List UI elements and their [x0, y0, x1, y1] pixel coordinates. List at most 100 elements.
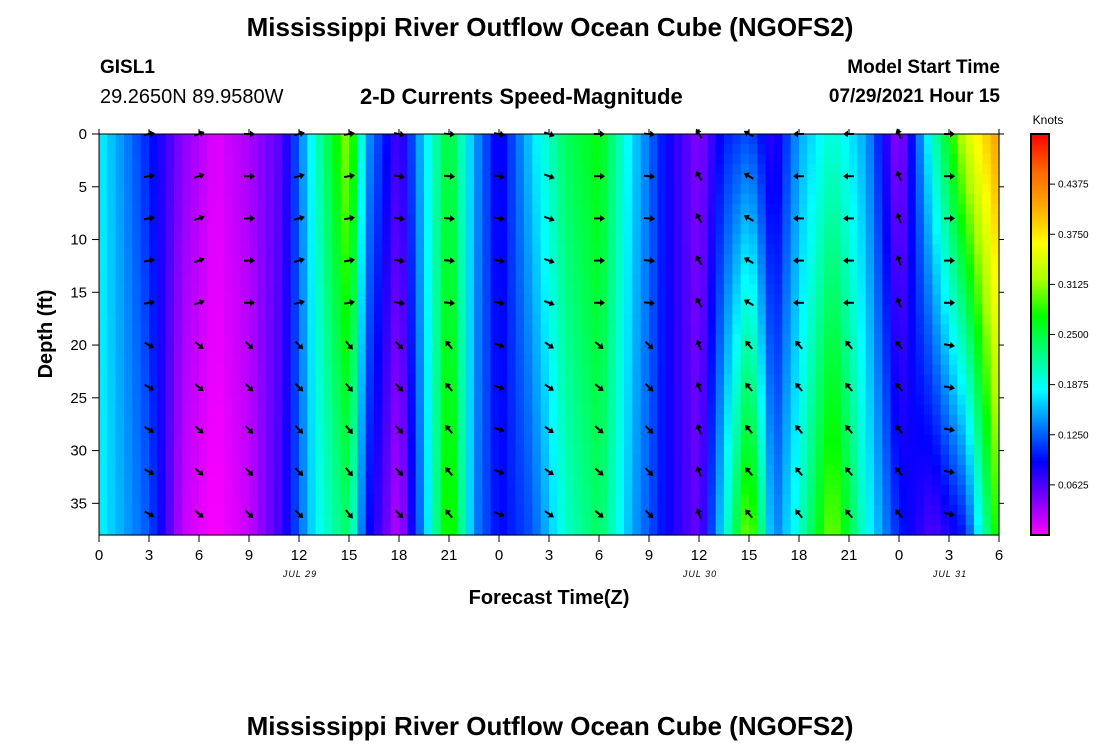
heatmap-cell	[582, 254, 592, 265]
heatmap-cell	[707, 204, 717, 215]
heatmap-cell	[799, 284, 808, 296]
current-arrow	[895, 254, 902, 266]
heatmap-cell	[182, 214, 192, 225]
heatmap-cell	[590, 384, 600, 396]
heatmap-cell	[899, 294, 908, 306]
heatmap-cell	[199, 134, 208, 145]
heatmap-cell	[440, 424, 450, 436]
heatmap-cell	[815, 184, 825, 195]
heatmap-cell	[324, 464, 333, 476]
heatmap-cell	[724, 204, 733, 215]
heatmap-cell	[590, 144, 600, 155]
heatmap-cell	[249, 354, 258, 366]
heatmap-cell	[649, 204, 658, 215]
heatmap-cell	[949, 234, 958, 245]
heatmap-cell	[399, 314, 408, 326]
heatmap-cell	[499, 244, 508, 255]
heatmap-cell	[215, 374, 225, 386]
heatmap-cell	[274, 444, 283, 456]
heatmap-cell	[615, 424, 625, 436]
heatmap-cell	[282, 424, 292, 436]
heatmap-cell	[907, 454, 917, 466]
current-arrow	[695, 297, 703, 308]
heatmap-cell	[699, 354, 708, 366]
heatmap-cell	[274, 264, 283, 275]
current-arrow	[144, 383, 155, 391]
heatmap-cell	[932, 444, 942, 456]
heatmap-cell	[574, 414, 583, 426]
heatmap-cell	[790, 154, 800, 165]
heatmap-cell	[665, 154, 675, 165]
heatmap-cell	[357, 384, 367, 396]
heatmap-cell	[232, 504, 242, 516]
heatmap-cell	[824, 184, 833, 195]
heatmap-cell	[332, 394, 342, 406]
heatmap-cell	[315, 434, 325, 446]
heatmap-cell	[132, 244, 142, 255]
heatmap-cell	[124, 334, 133, 346]
heatmap-cell	[699, 334, 708, 346]
heatmap-cell	[149, 494, 158, 506]
heatmap-cell	[690, 254, 700, 265]
heatmap-cell	[465, 374, 475, 386]
heatmap-cell	[940, 264, 950, 275]
heatmap-cell	[624, 374, 633, 386]
heatmap-cell	[865, 484, 875, 496]
heatmap-cell	[349, 394, 358, 406]
heatmap-cell	[807, 524, 817, 536]
heatmap-cell	[282, 244, 292, 255]
heatmap-cell	[165, 284, 175, 296]
heatmap-cell	[849, 174, 858, 185]
current-arrow	[443, 172, 455, 180]
heatmap-cell	[940, 164, 950, 175]
heatmap-cell	[732, 424, 742, 436]
heatmap-cell	[349, 214, 358, 225]
current-arrow	[394, 383, 404, 392]
heatmap-cell	[940, 484, 950, 496]
heatmap-cell	[707, 284, 717, 296]
heatmap-cell	[690, 514, 700, 526]
heatmap-cell	[965, 474, 975, 486]
heatmap-cell	[957, 294, 967, 306]
heatmap-cell	[265, 204, 275, 215]
heatmap-cell	[349, 204, 358, 215]
heatmap-cell	[382, 394, 392, 406]
heatmap-cell	[532, 444, 542, 456]
heatmap-cell	[365, 264, 375, 275]
heatmap-cell	[107, 424, 117, 436]
heatmap-cell	[215, 394, 225, 406]
heatmap-cell	[657, 474, 667, 486]
heatmap-cell	[482, 144, 492, 155]
heatmap-cell	[490, 514, 500, 526]
heatmap-cell	[957, 504, 967, 516]
heatmap-cell	[457, 344, 467, 356]
heatmap-cell	[149, 214, 158, 225]
heatmap-cell	[374, 514, 383, 526]
heatmap-cell	[715, 324, 725, 336]
heatmap-cell	[132, 134, 142, 145]
heatmap-cell	[932, 454, 942, 466]
heatmap-cell	[690, 294, 700, 306]
heatmap-cell	[215, 494, 225, 506]
heatmap-cell	[890, 174, 900, 185]
heatmap-cell	[374, 504, 383, 516]
heatmap-cell	[365, 454, 375, 466]
heatmap-cell	[382, 294, 392, 306]
heatmap-cell	[765, 334, 775, 346]
heatmap-cell	[465, 304, 475, 316]
heatmap-cell	[99, 134, 108, 145]
heatmap-cell	[440, 324, 450, 336]
heatmap-cell	[482, 224, 492, 235]
heatmap-cell	[507, 464, 517, 476]
heatmap-cell	[449, 164, 458, 175]
heatmap-cell	[365, 234, 375, 245]
heatmap-cell	[424, 414, 433, 426]
heatmap-cell	[374, 364, 383, 376]
heatmap-cell	[499, 314, 508, 326]
heatmap-cell	[690, 434, 700, 446]
heatmap-cell	[465, 494, 475, 506]
heatmap-cell	[182, 144, 192, 155]
heatmap-cell	[657, 504, 667, 516]
heatmap-cell	[440, 294, 450, 306]
heatmap-cell	[324, 434, 333, 446]
